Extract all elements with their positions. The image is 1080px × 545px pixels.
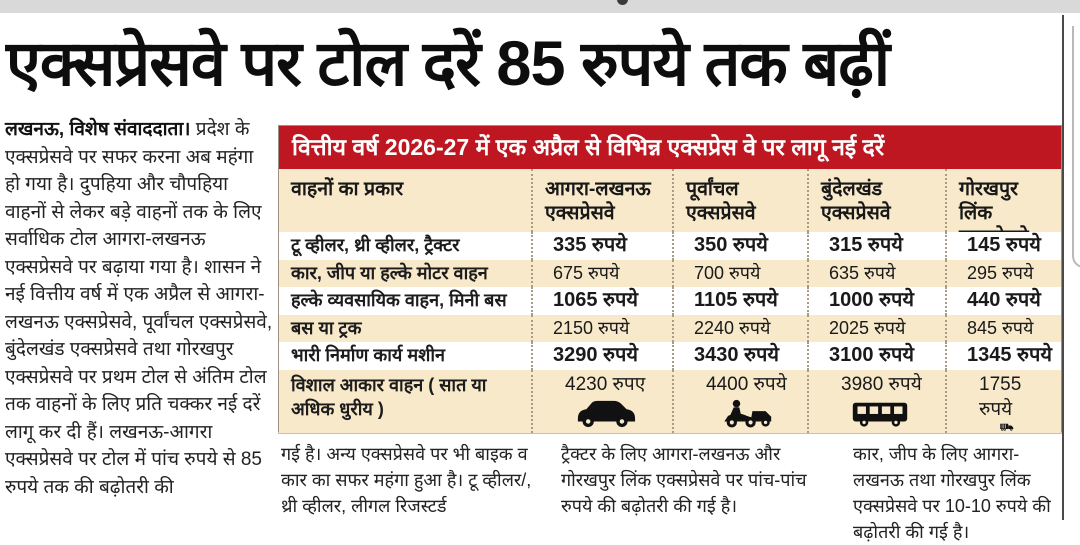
table-row: भारी निर्माण कार्य मशीन 3290 रुपये 3430 …	[279, 342, 1061, 370]
toll-value: 3100 रुपये	[807, 342, 945, 370]
toll-value: 1000 रुपये	[807, 287, 945, 315]
column-header-bundelkhand: बुंदेलखंड एक्सप्रेसवे	[807, 169, 945, 232]
side-panel-corner	[1072, 26, 1080, 268]
page-right-divider	[1062, 15, 1064, 520]
bus-icon	[852, 402, 908, 427]
vehicle-type-label: बस या ट्रक	[279, 314, 531, 342]
footnote-1: गई है। अन्य एक्सप्रेसवे पर भी बाइक व कार…	[281, 444, 532, 516]
headline: एक्सप्रेसवे पर टोल दरें 85 रुपये तक बढ़ी…	[6, 29, 890, 99]
vehicle-type-label: हल्के व्यवसायिक वाहन, मिनी बस	[279, 287, 531, 315]
footnote-3: कार, जीप के लिए आगरा-लखनऊ तथा गोरखपुर लि…	[853, 444, 1051, 542]
table-row: बस या ट्रक 2150 रुपये 2240 रुपये 2025 रु…	[279, 314, 1061, 342]
toll-value: 2240 रुपये	[672, 314, 807, 342]
column-header-purvanchal: पूर्वांचल एक्सप्रेसवे	[672, 169, 807, 232]
toll-value-cell: 3980 रुपये	[807, 369, 945, 433]
toll-value: 3430 रुपये	[672, 342, 807, 370]
toll-value: 635 रुपये	[807, 259, 945, 287]
toll-value: 145 रुपये	[945, 232, 1061, 260]
toll-value: 350 रुपये	[672, 232, 807, 260]
toll-value: 3980 रुपये	[841, 373, 922, 395]
toll-value: 845 रुपये	[945, 314, 1061, 342]
vehicle-type-label: भारी निर्माण कार्य मशीन	[279, 342, 531, 370]
table-header-row: वाहनों का प्रकार आगरा-लखनऊ एक्सप्रेसवे प…	[279, 169, 1061, 232]
toll-value: 1105 रुपये	[672, 287, 807, 315]
motorcycle-icon	[723, 399, 771, 428]
article-dateline: लखनऊ, विशेष संवाददाता।	[5, 119, 191, 140]
toll-value: 440 रुपये	[945, 287, 1061, 315]
toll-value: 3290 रुपये	[531, 342, 672, 370]
toll-value: 295 रुपये	[945, 259, 1061, 287]
toll-value: 1345 रुपये	[945, 342, 1061, 370]
toll-value-cell: 1755 रुपये	[945, 369, 1061, 433]
table-row: टू व्हीलर, थ्री व्हीलर, ट्रैक्टर 335 रुप…	[279, 232, 1061, 260]
toll-value: 2025 रुपये	[807, 314, 945, 342]
toll-value: 675 रुपये	[531, 259, 672, 287]
toll-value: 335 रुपये	[531, 232, 672, 260]
toll-value: 315 रुपये	[807, 232, 945, 260]
toll-value: 2150 रुपये	[531, 314, 672, 342]
table-row: विशाल आकार वाहन ( सात या अधिक धुरीय ) 42…	[279, 369, 1061, 433]
vehicle-type-label: टू व्हीलर, थ्री व्हीलर, ट्रैक्टर	[279, 232, 531, 260]
car-icon	[577, 400, 635, 427]
footnote-2: ट्रैक्टर के लिए आगरा-लखनऊ और गोरखपुर लिं…	[561, 444, 807, 516]
footnotes-row: गई है। अन्य एक्सप्रेसवे पर भी बाइक व कार…	[281, 441, 1062, 545]
toll-value-cell: 4230 रुपए	[531, 369, 672, 433]
toll-value-cell: 4400 रुपये	[672, 369, 807, 433]
column-header-agra-lucknow: आगरा-लखनऊ एक्सप्रेसवे	[531, 169, 672, 232]
partial-glyph-icon	[617, 0, 628, 5]
toll-value: 700 रुपये	[672, 259, 807, 287]
column-header-vehicle-type: वाहनों का प्रकार	[279, 169, 531, 232]
toll-rate-table: वित्तीय वर्ष 2026-27 में एक अप्रैल से वि…	[278, 125, 1062, 433]
table-row: कार, जीप या हल्के मोटर वाहन 675 रुपये 70…	[279, 259, 1061, 287]
toll-value: 4230 रुपए	[565, 373, 646, 395]
table-row: हल्के व्यवसायिक वाहन, मिनी बस 1065 रुपये…	[279, 287, 1061, 315]
column-header-gorakhpur-link: गोरखपुर लिंक एक्सप्रेसवे	[945, 169, 1061, 232]
toll-value: 4400 रुपये	[706, 373, 787, 395]
article-left-column: लखनऊ, विशेष संवाददाता। प्रदेश के एक्सप्र…	[5, 116, 273, 501]
truck-icon	[1000, 423, 1014, 431]
article-body-text: प्रदेश के एक्सप्रेसवे पर सफर करना अब महं…	[5, 119, 273, 498]
vehicle-type-label: कार, जीप या हल्के मोटर वाहन	[279, 259, 531, 287]
toll-value: 1755 रुपये	[979, 373, 1022, 420]
vehicle-type-label: विशाल आकार वाहन ( सात या अधिक धुरीय )	[279, 369, 531, 433]
top-chrome-bar	[0, 0, 1080, 13]
table-title: वित्तीय वर्ष 2026-27 में एक अप्रैल से वि…	[279, 126, 1061, 169]
toll-value: 1065 रुपये	[531, 287, 672, 315]
